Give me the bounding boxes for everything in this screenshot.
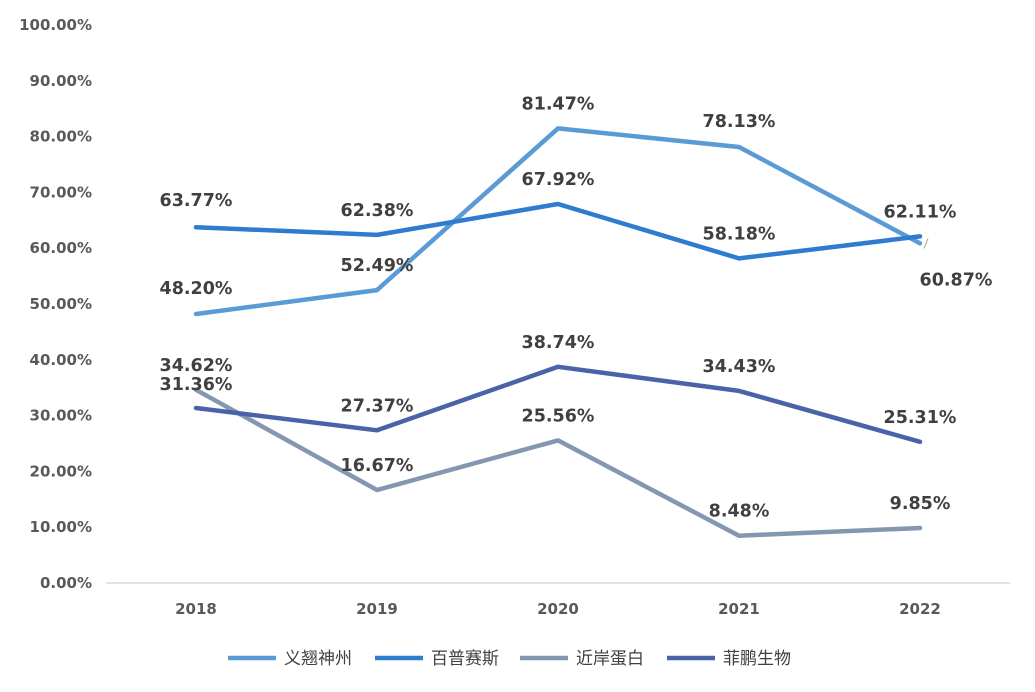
y-tick-label: 10.00% [30,518,92,536]
data-label: 31.36% [160,375,233,395]
data-label: 25.56% [522,406,595,426]
data-label: 52.49% [341,256,414,276]
y-tick-label: 70.00% [30,183,92,201]
data-label: 38.74% [522,333,595,353]
y-axis-ticks: 0.00% 10.00% 20.00% 30.00% 40.00% 50.00% 60.00… [19,16,92,592]
y-tick-label: 50.00% [30,295,92,313]
y-tick-label: 0.00% [40,574,92,592]
data-label: 78.13% [703,112,776,132]
y-tick-label: 80.00% [30,128,92,146]
data-label: 67.92% [522,170,595,190]
data-label: 58.18% [703,224,776,244]
legend-label: 近岸蛋白 [576,649,644,669]
legend-label: 菲鹏生物 [723,649,791,669]
series-line-4 [193,364,923,445]
data-label: 60.87% [920,270,993,290]
x-tick-label: 2019 [356,600,398,618]
series-line-3 [193,387,923,538]
y-tick-label: 60.00% [30,239,92,257]
data-label: 63.77% [160,191,233,211]
data-label: 34.62% [160,356,233,376]
y-tick-label: 30.00% [30,407,92,425]
series-line-2 [193,201,923,261]
y-tick-label: 100.00% [19,16,92,34]
legend-label: 义翘神州 [284,649,352,669]
data-label: 27.37% [341,396,414,416]
data-label: 16.67% [341,456,414,476]
data-label: 62.38% [341,201,414,221]
data-label: 8.48% [709,502,770,522]
label-leader-line [923,238,929,249]
x-tick-label: 2020 [537,600,579,618]
data-label: 48.20% [160,279,233,299]
x-tick-label: 2022 [899,600,941,618]
data-label: 9.85% [890,494,951,514]
legend: 义翘神州 百普赛斯 近岸蛋白 菲鹏生物 [228,648,791,669]
series-lines [193,126,923,538]
x-axis-ticks: 2018 2019 2020 2021 2022 [175,600,941,618]
data-label: 25.31% [884,408,957,428]
series-line-1 [193,126,923,317]
x-tick-label: 2018 [175,600,217,618]
x-tick-label: 2021 [718,600,760,618]
data-labels: 48.20% 52.49% 81.47% 78.13% 60.87% 63.77% 62.3… [160,94,993,521]
data-label: 62.11% [884,202,957,222]
y-tick-label: 20.00% [30,462,92,480]
data-label: 34.43% [703,357,776,377]
y-tick-label: 40.00% [30,351,92,369]
data-label: 81.47% [522,94,595,114]
legend-label: 百普赛斯 [431,648,499,669]
y-tick-label: 90.00% [30,72,92,90]
